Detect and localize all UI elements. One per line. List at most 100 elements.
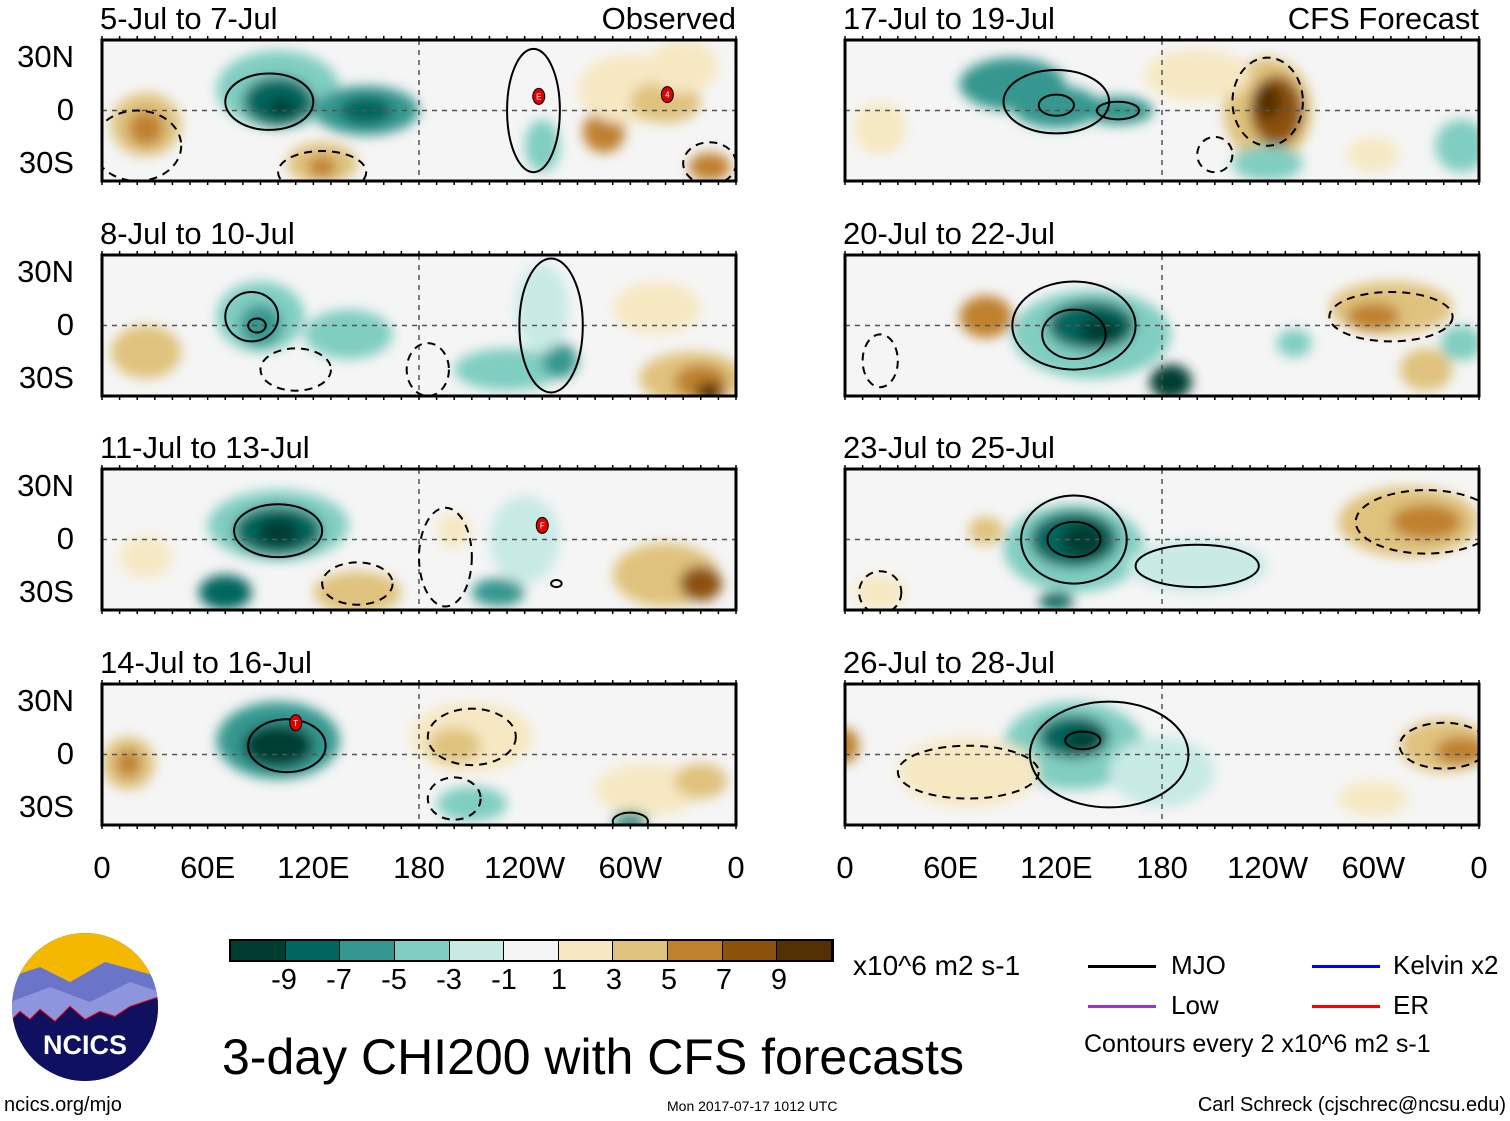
mjo-contour-negative (1020, 494, 1128, 585)
anomaly-region (1434, 119, 1479, 173)
colorbar-swatch (394, 941, 450, 960)
mjo-contour-negative (247, 317, 267, 334)
mjo-contour-positive (426, 776, 482, 821)
anomaly-region (436, 513, 472, 549)
tropical-cyclone-icon: T (289, 714, 303, 732)
colorbar-tick-label: -9 (271, 964, 297, 996)
x-tick-label: 120E (1020, 850, 1093, 885)
anomaly-region (595, 763, 701, 817)
mjo-contour-negative (1095, 100, 1141, 121)
mjo-contour-negative (233, 503, 324, 559)
anomaly-region (1346, 136, 1400, 173)
figure-title: 3-day CHI200 with CFS forecasts (222, 1029, 964, 1085)
anomaly-region (1346, 302, 1400, 331)
colorbar-tick-label: -1 (491, 964, 517, 996)
mjo-contour-positive (426, 707, 517, 767)
mjo-contour-negative (1046, 520, 1102, 559)
anomaly-region (116, 749, 141, 778)
legend-label-mjo: MJO (1171, 950, 1226, 980)
map-panel (843, 680, 1481, 829)
panel-title: 11-Jul to 13-Jul (100, 430, 310, 465)
legend-line-kelvin (1312, 965, 1380, 968)
colorbar-units: x10^6 m2 s-1 (853, 950, 1021, 981)
colorbar-tick-label: 5 (660, 964, 678, 996)
mjo-contour-negative (611, 811, 649, 825)
anomaly-region (1149, 364, 1192, 396)
map-panel (100, 251, 738, 400)
mjo-contour-positive (861, 333, 899, 389)
ncics-logo: NCICS (12, 933, 158, 1081)
x-tick-label: 0 (1470, 850, 1488, 885)
colorbar (229, 939, 834, 962)
map-panel: T (100, 680, 738, 829)
website-link[interactable]: ncics.org/mjo (4, 1094, 122, 1116)
y-tick-label: 30S (18, 360, 74, 395)
anomaly-region (968, 516, 1004, 545)
map-panel: F (100, 465, 738, 614)
anomaly-region (1126, 539, 1268, 593)
y-tick-label: 30N (17, 254, 74, 289)
anomaly-region (436, 786, 508, 822)
colorbar-swatch (504, 941, 559, 960)
colorbar-swatch (777, 941, 833, 960)
mjo-contour-positive (277, 150, 368, 181)
anomaly-region (679, 565, 722, 602)
anomaly-region (1399, 348, 1453, 391)
colorbar-swatch (558, 941, 614, 960)
colorbar-tick-label: 1 (550, 964, 568, 996)
y-tick-label: 0 (56, 736, 74, 771)
anomaly-region (1232, 145, 1303, 181)
map-panel (843, 465, 1481, 614)
x-tick-label: 60W (598, 850, 663, 885)
anomaly-region (242, 724, 314, 767)
panel-title: 14-Jul to 16-Jul (100, 645, 312, 680)
mjo-contour-positive (1231, 56, 1304, 147)
anomaly-region (647, 40, 719, 93)
svg-text:NCICS: NCICS (43, 1030, 127, 1060)
mjo-contour-positive (1196, 135, 1234, 174)
anomaly-region (542, 343, 578, 379)
y-tick-label: 0 (56, 521, 74, 556)
legend-line-mjo (1088, 965, 1156, 968)
anomaly-region (198, 574, 252, 610)
mjo-contour-positive (1328, 291, 1454, 343)
mjo-contour-positive (321, 561, 394, 606)
anomaly-region (313, 571, 402, 610)
anomaly-region (239, 304, 282, 347)
colorbar-tick-label: -3 (436, 964, 462, 996)
mjo-contour-negative (1041, 308, 1107, 360)
anomaly-region (1061, 521, 1104, 558)
mjo-contour-positive (1398, 721, 1479, 770)
legend-line-er (1312, 1005, 1380, 1008)
anomaly-region (695, 381, 724, 396)
x-tick-label: 60W (1341, 850, 1406, 885)
colorbar-tick-label: -5 (381, 964, 407, 996)
colorbar-swatch (449, 941, 505, 960)
mjo-contour-negative (224, 291, 280, 343)
panel-title: 23-Jul to 25-Jul (843, 430, 1055, 465)
x-tick-label: 0 (836, 850, 854, 885)
mjo-contour-negative (224, 72, 315, 131)
anomaly-region (471, 578, 525, 607)
panel-title: 5-Jul to 7-Jul (100, 1, 278, 36)
tropical-cyclone-icon: E (532, 87, 546, 105)
y-tick-label: 30S (18, 789, 74, 824)
anomaly-region (1144, 48, 1251, 102)
x-tick-label: 0 (93, 850, 111, 885)
anomaly-region (897, 736, 1039, 808)
colorbar-swatch (668, 941, 723, 960)
mjo-contour-negative (1028, 700, 1190, 809)
legend-label-kelvin: Kelvin x2 (1393, 950, 1499, 980)
x-tick-label: 120W (484, 850, 566, 885)
anomaly-region (1440, 325, 1479, 361)
anomaly-region (128, 110, 164, 146)
mjo-contour-positive (418, 506, 473, 608)
mjo-contour-negative (518, 257, 584, 394)
colorbar-tick-label: 7 (715, 964, 733, 996)
anomaly-region (110, 325, 182, 379)
anomaly-region (267, 98, 296, 116)
storm-label: T (293, 719, 298, 728)
y-tick-label: 30N (17, 683, 74, 718)
legend-line-low (1088, 1005, 1156, 1008)
